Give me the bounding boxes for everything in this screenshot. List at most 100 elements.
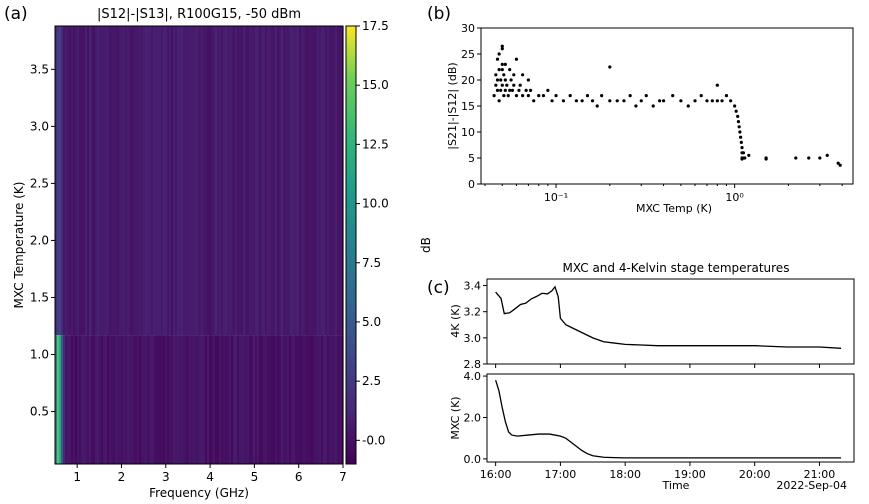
heatmap-cell	[117, 335, 120, 464]
heatmap-panel: |S12|-|S13|, R100G15, -50 dBm 1 2 3 4 5 6 7 0.…	[12, 7, 433, 500]
timeseries-x-ticks: 16:00 17:00 18:00 19:00 20:00 21:00	[480, 364, 835, 481]
scatter-point	[510, 88, 515, 92]
heatmap-cell	[279, 335, 282, 464]
heatmap-cell	[123, 335, 126, 464]
heatmap-cell	[213, 335, 216, 464]
scatter-point	[541, 94, 546, 98]
scatter-point	[585, 94, 590, 98]
heatmap-cell	[117, 26, 120, 336]
colorbar-label: dB	[419, 237, 433, 253]
heatmap-cell	[197, 26, 200, 336]
heatmap-cell	[283, 26, 286, 336]
heatmap-cell	[217, 26, 220, 336]
heatmap-cell	[335, 335, 338, 464]
panel-label-b: (b)	[427, 4, 451, 24]
scatter-point	[608, 99, 612, 103]
heatmap-cell	[105, 335, 108, 464]
timeseries-panel: MXC and 4-Kelvin stage temperatures 2.8 3…	[449, 261, 855, 492]
mxc-series-line	[495, 380, 842, 459]
heatmap-cell	[135, 26, 138, 336]
heatmap-cell	[291, 26, 294, 336]
heatmap-cell	[87, 335, 90, 464]
heatmap-cell	[85, 335, 88, 464]
scatter-point	[503, 62, 507, 66]
scatter-point	[715, 99, 719, 103]
heatmap-cell	[87, 26, 90, 336]
heatmap-cell	[191, 335, 194, 464]
heatmap-cell	[329, 335, 332, 464]
heatmap-cell	[133, 335, 136, 464]
heatmap-cell	[229, 335, 232, 464]
scatter-point	[838, 163, 842, 167]
scatter-point	[686, 104, 690, 108]
heatmap-cell	[171, 26, 174, 336]
heatmap-cell	[195, 26, 198, 336]
scatter-y-tick-label: 0	[468, 178, 475, 191]
heatmap-cell	[321, 335, 324, 464]
heatmap-cell	[241, 335, 244, 464]
scatter-point	[634, 104, 638, 108]
heatmap-cell	[281, 26, 284, 336]
heatmap-cell	[265, 335, 268, 464]
heatmap-cell	[77, 335, 80, 464]
heatmap-cell	[275, 335, 278, 464]
scatter-point	[500, 62, 504, 66]
scatter-point	[514, 57, 519, 61]
mxc-frame	[486, 373, 855, 463]
fourk-y-axis-label: 4K (K)	[449, 304, 462, 338]
scatter-point	[657, 99, 662, 103]
scatter-point	[503, 78, 507, 82]
heatmap-cell	[239, 26, 242, 336]
heatmap-cell	[155, 335, 158, 464]
heatmap-cell	[55, 26, 58, 336]
scatter-point	[639, 99, 643, 103]
scatter-point	[644, 94, 648, 98]
scatter-y-tick-label: 15	[461, 100, 475, 113]
scatter-point	[499, 78, 503, 82]
heatmap-cell	[105, 26, 108, 336]
scatter-point	[568, 94, 572, 98]
heatmap-cell	[187, 335, 190, 464]
heatmap-cell	[111, 335, 114, 464]
heatmap-cell	[127, 26, 130, 336]
scatter-point	[734, 109, 738, 113]
scatter-point	[574, 99, 579, 103]
heatmap-cell	[129, 26, 132, 336]
scatter-point	[503, 88, 507, 92]
heatmap-cell	[203, 26, 206, 336]
heatmap-cell	[281, 335, 284, 464]
scatter-point	[526, 94, 530, 98]
heatmap-cell	[271, 335, 274, 464]
heatmap-cell	[297, 26, 300, 336]
scatter-point	[739, 140, 743, 144]
heatmap-cell	[99, 26, 102, 336]
mxc-y-tick-label: 2.0	[464, 411, 482, 424]
timeseries-title: MXC and 4-Kelvin stage temperatures	[563, 261, 790, 275]
scatter-point	[622, 99, 626, 103]
heatmap-cell	[159, 26, 162, 336]
scatter-point	[739, 135, 743, 139]
heatmap-cell	[173, 335, 176, 464]
heatmap-cell	[267, 335, 270, 464]
scatter-point	[518, 83, 522, 87]
heatmap-cell	[79, 26, 82, 336]
heatmap-cell	[193, 335, 196, 464]
scatter-point	[554, 94, 558, 98]
heatmap-cell	[181, 26, 184, 336]
fourk-y-ticks: 2.8 3.0 3.2 3.4	[464, 280, 487, 371]
scatter-point	[720, 99, 724, 103]
heatmap-cell	[335, 26, 338, 336]
scatter-frame	[480, 27, 854, 185]
heatmap-cell	[217, 335, 220, 464]
heatmap-cell	[295, 335, 298, 464]
heatmap-cell	[319, 26, 322, 336]
heatmap-cell	[109, 26, 112, 336]
heatmap-cell	[311, 335, 314, 464]
heatmap-cell	[319, 335, 322, 464]
panel-label-a: (a)	[4, 4, 28, 24]
scatter-point	[494, 83, 498, 87]
heatmap-cell	[77, 26, 80, 336]
heatmap-cell	[287, 26, 290, 336]
heatmap-cell	[59, 26, 62, 336]
heatmap-cell	[299, 335, 302, 464]
